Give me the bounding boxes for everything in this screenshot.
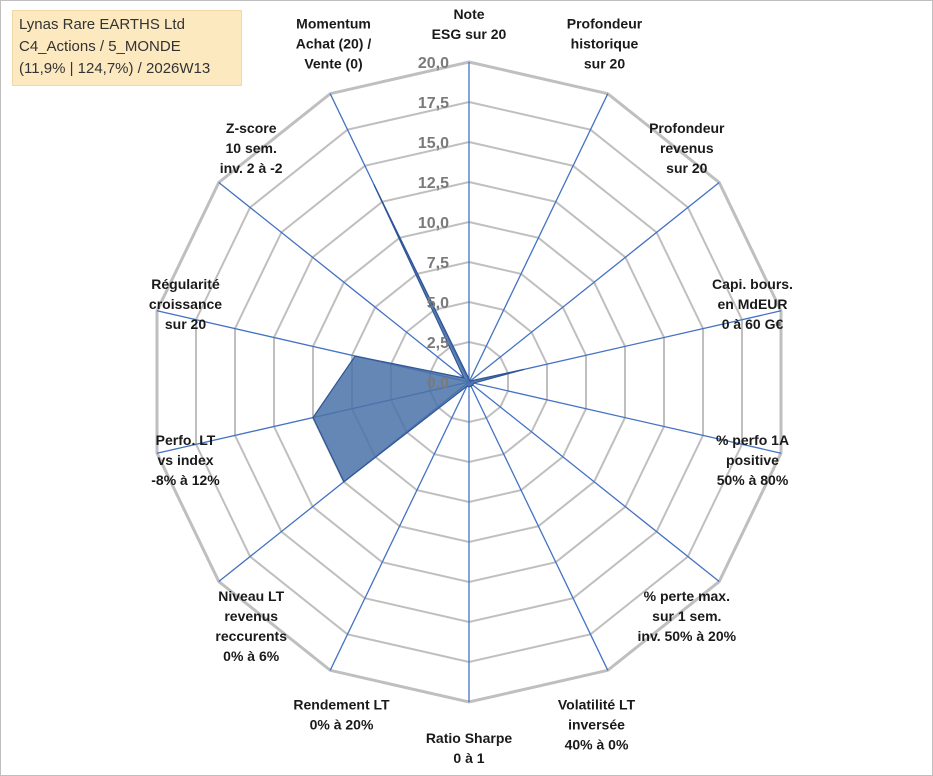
tick-label: 5,0: [427, 295, 449, 312]
axis-label-line: revenus: [660, 140, 714, 156]
axis-label-line: sur 20: [165, 316, 206, 332]
axis-label-line: % perte max.: [644, 588, 730, 604]
spoke-line: [468, 381, 609, 671]
axis-label: Perfo. LT vs index -8% à 12%: [151, 432, 220, 488]
axis-label-line: 40% à 0%: [565, 736, 629, 752]
axis-label-line: sur 20: [666, 160, 707, 176]
tick-label: 12,5: [418, 175, 449, 192]
axis-label-line: Note: [453, 6, 484, 22]
axis-label-line: vs index: [157, 452, 213, 468]
spoke-line: [329, 381, 470, 671]
axis-label: Momentum Achat (20) / Vente (0): [296, 16, 372, 72]
axis-label-line: positive: [726, 452, 779, 468]
axis-label-line: reccurents: [215, 628, 287, 644]
spoke-line: [218, 181, 470, 383]
axis-label-line: historique: [571, 36, 639, 52]
axis-label-line: Achat (20) /: [296, 36, 372, 52]
spoke-line: [468, 181, 720, 383]
axis-label-line: Capi. bours.: [712, 276, 793, 292]
axis-label-line: inv. 2 à -2: [220, 160, 283, 176]
spoke-line: [468, 381, 782, 454]
axis-label-line: en MdEUR: [718, 296, 788, 312]
axis-label-line: revenus: [224, 608, 278, 624]
axis-label-line: croissance: [149, 296, 222, 312]
axis-label-line: 0 à 1: [453, 750, 484, 766]
axis-label: % perte max. sur 1 sem. inv. 50% à 20%: [638, 588, 737, 644]
axis-label-line: 50% à 80%: [717, 472, 789, 488]
axis-label-line: 0% à 6%: [223, 648, 280, 664]
company-name: Lynas Rare EARTHS Ltd: [19, 16, 185, 33]
axis-label: % perfo 1A positive 50% à 80%: [716, 432, 789, 488]
tick-label: 15,0: [418, 135, 449, 152]
axis-label: Niveau LT revenus reccurents 0% à 6%: [215, 588, 287, 664]
axis-label-layer: Note ESG sur 20 Profondeur historique sur 20…: [149, 6, 793, 766]
tick-label: 17,5: [418, 95, 449, 112]
axis-label-line: Perfo. LT: [156, 432, 216, 448]
axis-label-line: Rendement LT: [293, 696, 390, 712]
spoke-line: [468, 381, 720, 583]
axis-label: Profondeur revenus sur 20: [649, 120, 725, 176]
tick-label: 20,0: [418, 55, 449, 72]
axis-label: Ratio Sharpe 0 à 1: [426, 730, 513, 766]
category-label: C4_Actions / 5_MONDE: [19, 38, 181, 55]
tick-label: 7,5: [427, 255, 449, 272]
axis-label-line: Volatilité LT: [558, 696, 636, 712]
axis-label-line: inv. 50% à 20%: [638, 628, 737, 644]
axis-label-line: sur 20: [584, 56, 625, 72]
axis-label-line: -8% à 12%: [151, 472, 220, 488]
axis-label-line: % perfo 1A: [716, 432, 789, 448]
axis-label: Note ESG sur 20: [432, 6, 507, 42]
tick-label: 10,0: [418, 215, 449, 232]
axis-label-line: 0 à 60 G€: [722, 316, 784, 332]
chart-title-box: Lynas Rare EARTHS Ltd C4_Actions / 5_MON…: [12, 10, 242, 86]
axis-label: Capi. bours. en MdEUR 0 à 60 G€: [712, 276, 793, 332]
axis-label-line: Z-score: [226, 120, 277, 136]
tick-label: 2,5: [427, 335, 449, 352]
axis-label-line: sur 1 sem.: [652, 608, 721, 624]
axis-label-line: 10 sem.: [226, 140, 277, 156]
axis-label: Profondeur historique sur 20: [567, 16, 643, 72]
series-layer: [312, 184, 524, 483]
tick-label: 0,0: [427, 375, 449, 392]
tick-layer: 0,0 2,5 5,0 7,5 10,0 12,5 15,0 17,5 20,0: [418, 55, 449, 392]
axis-label-line: Profondeur: [649, 120, 725, 136]
axis-label-line: inversée: [568, 716, 625, 732]
axis-label-line: Régularité: [151, 276, 220, 292]
axis-label-line: ESG sur 20: [432, 26, 507, 42]
axis-label: Volatilité LT inversée 40% à 0%: [558, 696, 636, 752]
axis-label-line: Profondeur: [567, 16, 643, 32]
axis-label: Rendement LT 0% à 20%: [293, 696, 390, 732]
series-area: [312, 184, 524, 483]
spoke-line: [468, 93, 609, 383]
axis-label-line: Ratio Sharpe: [426, 730, 513, 746]
axis-label: Régularité croissance sur 20: [149, 276, 222, 332]
axis-label-line: Vente (0): [304, 56, 362, 72]
stats-label: (11,9% | 124,7%) / 2026W13: [19, 60, 211, 77]
axis-label-line: 0% à 20%: [310, 716, 374, 732]
axis-label: Z-score 10 sem. inv. 2 à -2: [220, 120, 283, 176]
axis-label-line: Niveau LT: [218, 588, 284, 604]
axis-label-line: Momentum: [296, 16, 371, 32]
